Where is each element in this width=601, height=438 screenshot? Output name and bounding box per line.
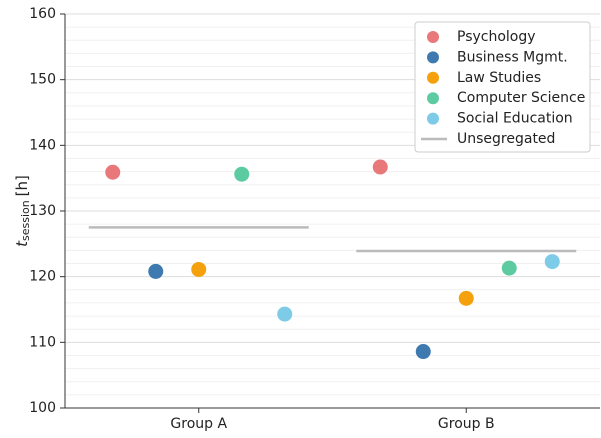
x-tick-label: Group B: [438, 416, 495, 432]
legend-marker: [427, 31, 439, 43]
dot: [105, 164, 121, 180]
legend-label: Computer Science: [457, 90, 585, 106]
dot: [544, 254, 560, 270]
dot: [148, 263, 164, 279]
legend-marker: [427, 71, 439, 84]
y-tick-label: 140: [29, 137, 56, 153]
legend-label: Law Studies: [457, 70, 541, 86]
legend-label: Social Education: [457, 111, 573, 127]
y-label-unit: [h]: [13, 175, 31, 196]
dot: [458, 290, 474, 306]
dot: [501, 260, 517, 276]
legend-label: Business Mgmt.: [457, 49, 568, 65]
y-tick-label: 100: [29, 400, 56, 416]
legend-label: Unsegregated: [457, 131, 555, 147]
y-tick-label: 120: [29, 269, 56, 285]
dot: [372, 159, 388, 175]
y-tick-label: 130: [29, 203, 56, 219]
y-label-symbol: t: [13, 240, 31, 247]
dot: [277, 306, 293, 322]
y-tick-label: 150: [29, 72, 56, 88]
y-axis-label: tsession [h]: [13, 175, 33, 247]
dot: [415, 344, 431, 360]
legend-marker: [427, 51, 439, 64]
y-label-subscript: session: [19, 200, 32, 241]
dot: [191, 261, 207, 277]
legend-marker: [427, 92, 439, 105]
legend-label: Psychology: [457, 29, 536, 45]
x-tick-label: Group A: [170, 416, 227, 432]
legend-box: [414, 21, 591, 153]
dot: [234, 166, 250, 182]
legend-marker: [427, 112, 439, 125]
y-tick-label: 160: [29, 6, 56, 22]
y-tick-label: 110: [29, 334, 56, 350]
